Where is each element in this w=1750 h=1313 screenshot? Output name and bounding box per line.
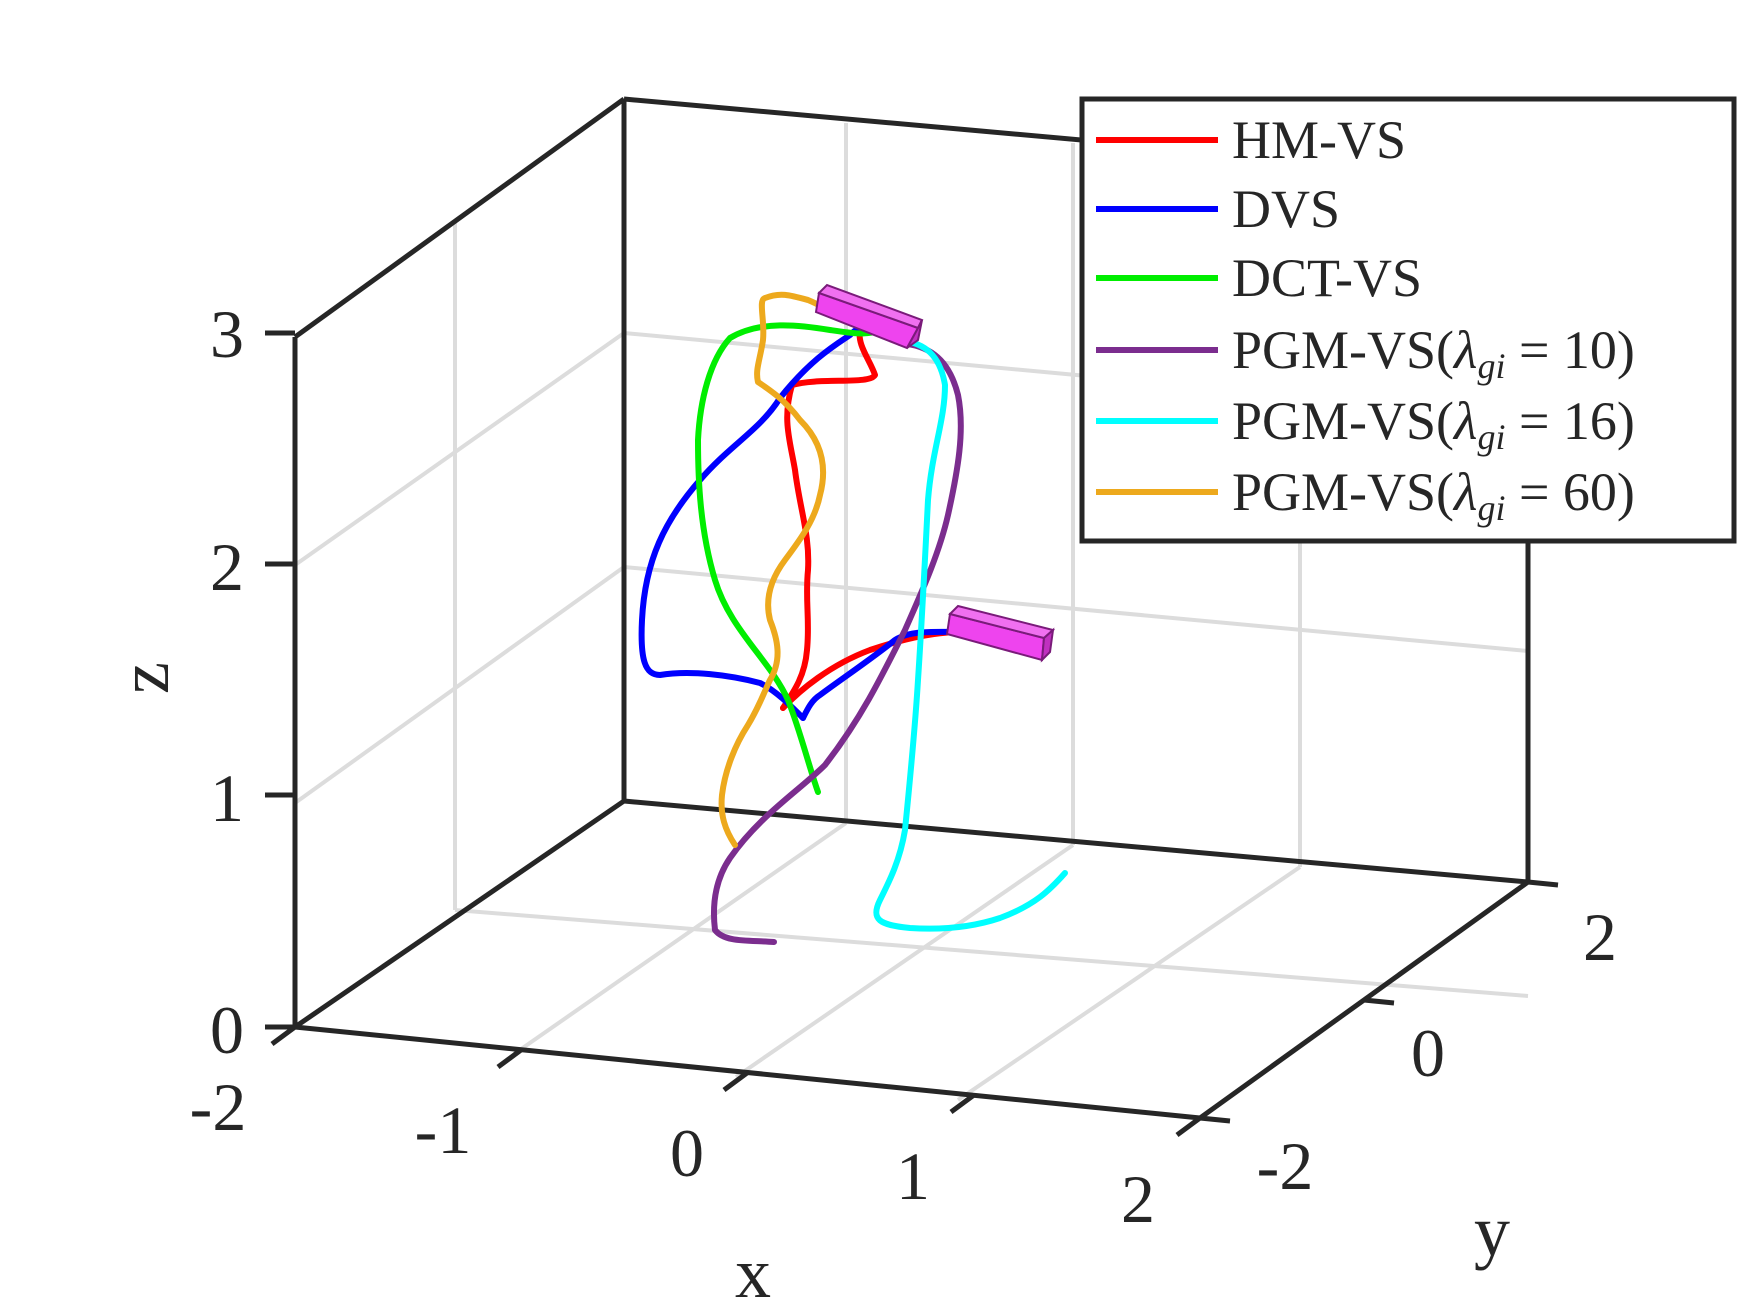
x-tick-label: -1 [415, 1092, 472, 1168]
y-axis-label: y [1474, 1191, 1510, 1271]
series-line-pgm-vs16 [873, 337, 1068, 932]
legend-item-hm-vs: HM-VS [1096, 110, 1406, 170]
z-tick-label: 1 [210, 760, 244, 836]
initial-camera [814, 283, 924, 350]
series-line-dvs-branch [800, 628, 1013, 721]
legend-item-pgm-vs60: PGM-VS(λgi = 60) [1096, 462, 1635, 528]
grid-line [293, 331, 626, 567]
final-camera [945, 604, 1056, 663]
legend-label-pgm-vs60: PGM-VS(λgi = 60) [1232, 462, 1635, 528]
legend-label-pgm-vs10: PGM-VS(λgi = 10) [1232, 320, 1635, 386]
legend-item-dct-vs: DCT-VS [1096, 248, 1422, 308]
legend: HM-VS DVS DCT-VS PGM-VS(λgi = 10) PGM-VS… [1079, 96, 1737, 544]
grid-line [956, 865, 1302, 1102]
x-tick-label: -2 [190, 1069, 247, 1145]
x-axis-label: x [735, 1233, 771, 1313]
legend-label-hm-vs: HM-VS [1232, 110, 1406, 170]
grid-lines [293, 97, 1529, 1102]
legend-label-dct-vs: DCT-VS [1232, 248, 1422, 308]
z-tick-label: 2 [210, 529, 244, 605]
grid-line [734, 843, 1075, 1079]
cameras [814, 283, 1056, 663]
grid-line [293, 565, 626, 805]
x-tick-label: 2 [1121, 1161, 1155, 1237]
y-tick-labels: -2 0 2 [1257, 899, 1617, 1204]
legend-item-dvs: DVS [1096, 179, 1340, 239]
series-line-dvs [638, 322, 883, 721]
series-line-hm-vs [780, 327, 878, 711]
z-tick-labels: 0 1 2 3 [210, 296, 244, 1068]
y-tick-label: 0 [1411, 1015, 1445, 1091]
legend-item-pgm-vs10: PGM-VS(λgi = 10) [1096, 320, 1635, 386]
grid-line [454, 908, 1529, 998]
series-line-pgm-vs10 [710, 340, 964, 945]
tick-marks [265, 330, 1559, 1138]
x-tick-label: 0 [670, 1115, 704, 1191]
series-line-pgm-vs60 [718, 291, 838, 848]
grid-line [623, 565, 1529, 653]
legend-item-pgm-vs16: PGM-VS(λgi = 16) [1096, 391, 1635, 457]
z-axis-label: z [104, 662, 184, 694]
series-line-dct-vs [695, 322, 883, 795]
legend-box [1079, 96, 1737, 544]
z-tick-label: 3 [210, 296, 244, 372]
legend-label-pgm-vs16: PGM-VS(λgi = 16) [1232, 391, 1635, 457]
y-tick-label: -2 [1257, 1128, 1314, 1204]
x-tick-labels: -2 -1 0 1 2 [190, 1069, 1155, 1237]
legend-label-dvs: DVS [1232, 179, 1340, 239]
y-tick-label: 2 [1583, 899, 1617, 975]
z-tick-label: 0 [210, 992, 244, 1068]
grid-line [512, 821, 848, 1056]
x-tick-label: 1 [896, 1138, 930, 1214]
